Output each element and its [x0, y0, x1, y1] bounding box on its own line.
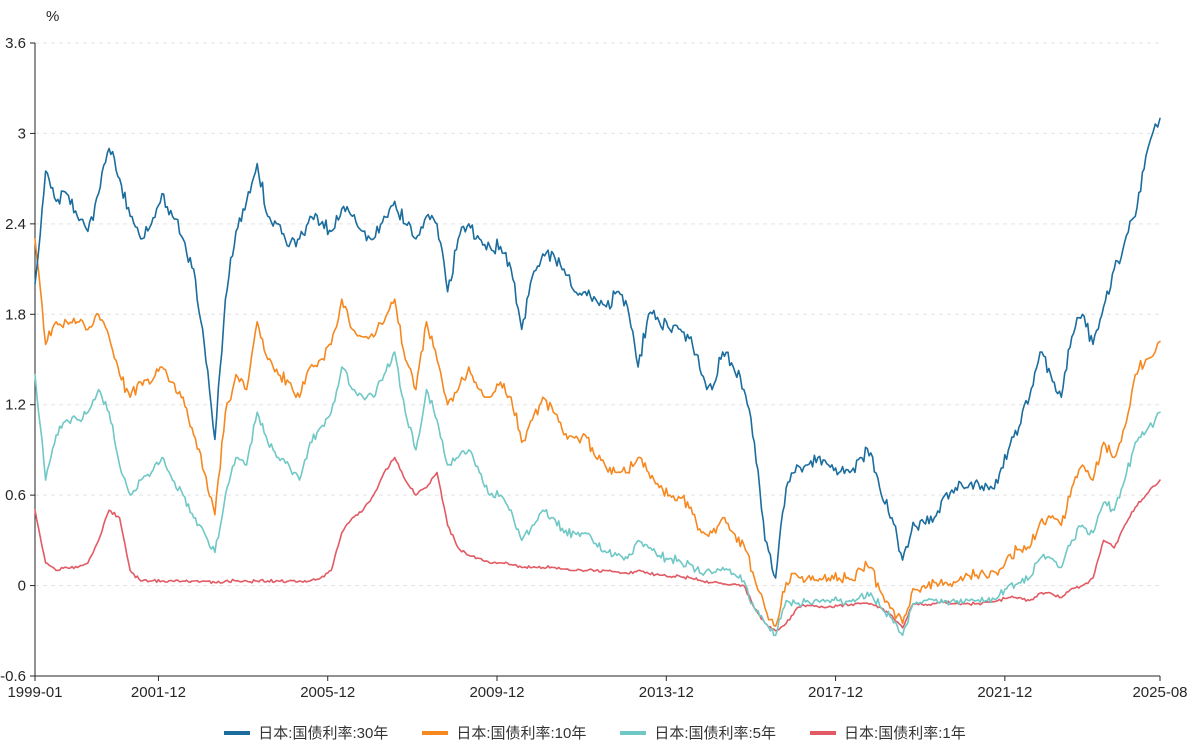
- y-axis-tick-label: 3.6: [5, 35, 26, 52]
- x-axis-tick-label: 2009-12: [469, 684, 524, 701]
- legend-item-0: 日本:国债利率:30年: [224, 722, 388, 743]
- series-line-3: [34, 456, 1161, 632]
- legend-item-1: 日本:国债利率:10年: [422, 722, 586, 743]
- x-axis-tick-label: 2021-12: [977, 684, 1032, 701]
- x-axis-tick-label: 2025-08: [1132, 684, 1187, 701]
- x-axis-tick-label: 1999-01: [7, 684, 62, 701]
- y-axis-tick-label: 3: [18, 125, 26, 142]
- y-axis-unit-label: %: [46, 8, 60, 25]
- legend-label: 日本:国债利率:10年: [456, 725, 587, 742]
- legend-label: 日本:国债利率:30年: [258, 725, 389, 742]
- legend-item-3: 日本:国债利率:1年: [810, 722, 966, 743]
- series-line-2: [34, 351, 1161, 637]
- legend-item-2: 日本:国债利率:5年: [620, 722, 776, 743]
- legend-line-swatch: [224, 730, 251, 735]
- y-axis-tick-label: 1.2: [5, 397, 26, 414]
- legend: 日本:国债利率:30年 日本:国债利率:10年 日本:国债利率:5年 日本:国债利率:…: [0, 722, 1190, 743]
- legend-line-swatch: [620, 730, 647, 735]
- series-line-1: [34, 238, 1161, 628]
- x-axis-tick-label: 2001-12: [131, 684, 186, 701]
- series-line-0: [34, 117, 1161, 579]
- y-axis-tick-label: 2.4: [5, 216, 26, 233]
- x-axis-tick-label: 2017-12: [808, 684, 863, 701]
- x-axis-tick-label: 2013-12: [639, 684, 694, 701]
- legend-line-swatch: [810, 730, 837, 735]
- legend-line-swatch: [422, 730, 449, 735]
- y-axis-tick-label: 0: [18, 578, 26, 595]
- legend-label: 日本:国债利率:1年: [844, 725, 966, 742]
- legend-label: 日本:国债利率:5年: [654, 725, 777, 742]
- y-axis-tick-label: -0.6: [0, 668, 26, 685]
- y-axis-tick-label: 0.6: [5, 487, 26, 504]
- y-axis-tick-label: 1.8: [5, 306, 26, 323]
- x-axis-tick-label: 2005-12: [300, 684, 355, 701]
